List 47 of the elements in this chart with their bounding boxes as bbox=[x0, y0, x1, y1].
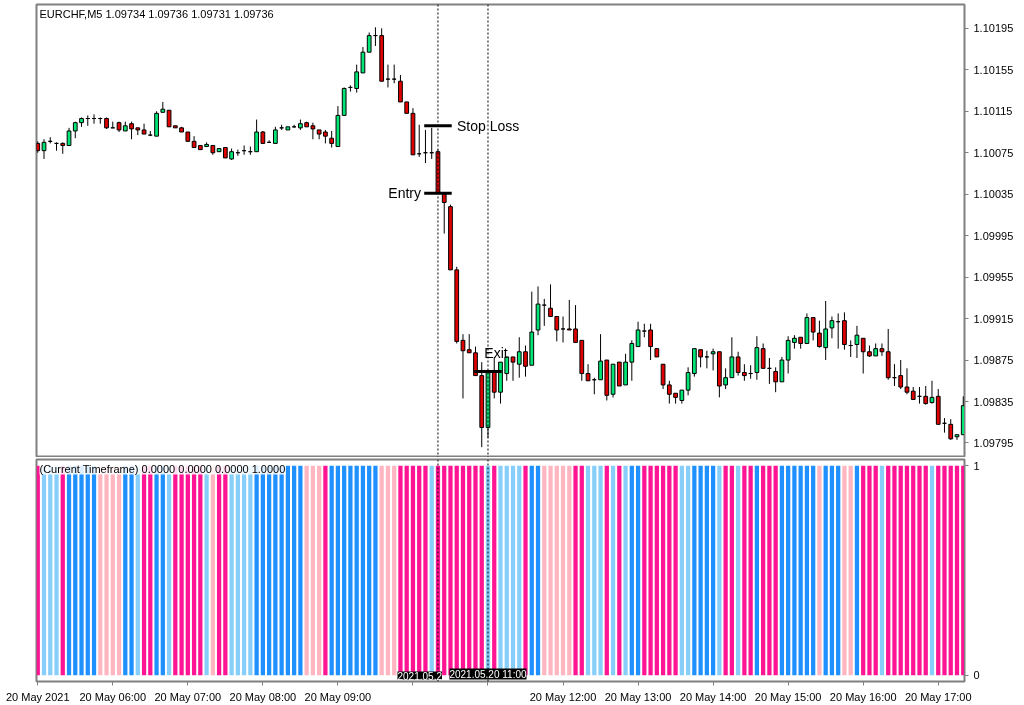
candlestick bbox=[366, 31, 372, 53]
ref-line-label: 2021.05.2 bbox=[397, 670, 443, 682]
y-tick-label: 1.10155 bbox=[973, 63, 1014, 76]
candlestick bbox=[629, 339, 635, 382]
x-tick-label: 20 May 17:00 bbox=[904, 690, 972, 703]
x-tick-label: 20 May 15:00 bbox=[754, 690, 822, 703]
x-tick-label: 20 May 14:00 bbox=[679, 690, 747, 703]
annotation: Stop Loss bbox=[456, 117, 520, 134]
candlestick bbox=[385, 64, 391, 88]
ref-line-label: 2021.05.20 11:00 bbox=[449, 668, 527, 680]
candlestick bbox=[704, 350, 710, 369]
x-tick-label: 20 May 09:00 bbox=[304, 690, 372, 703]
x-tick-label: 20 May 07:00 bbox=[154, 690, 222, 703]
candlestick bbox=[829, 316, 835, 339]
y-tick-label: 1.09875 bbox=[973, 354, 1014, 367]
y-tick-label: 1.09915 bbox=[973, 312, 1014, 325]
candlestick bbox=[560, 316, 566, 343]
y-tick-label: 1.10075 bbox=[973, 146, 1014, 159]
y-tick-label: 1 bbox=[973, 459, 980, 472]
annotation: (Current Timeframe) 0.0000 0.0000 0.0000 1.0000 bbox=[39, 462, 286, 475]
x-tick-label: 20 May 12:00 bbox=[529, 690, 597, 703]
y-tick-label: 1.10195 bbox=[973, 22, 1014, 35]
candlestick bbox=[810, 317, 816, 341]
y-tick-label: 1.09795 bbox=[973, 436, 1014, 449]
candlestick bbox=[41, 138, 47, 160]
y-tick-label: 1.09835 bbox=[973, 395, 1014, 408]
annotation: Exit bbox=[484, 345, 508, 362]
annotation: Entry bbox=[388, 185, 421, 202]
y-tick-label: 0 bbox=[973, 669, 980, 682]
candlestick bbox=[154, 110, 159, 137]
x-tick-label: 20 May 16:00 bbox=[829, 690, 897, 703]
x-tick-label: 20 May 13:00 bbox=[604, 690, 672, 703]
chart-title: EURCHF,M5 1.09734 1.09736 1.09731 1.09736 bbox=[39, 7, 274, 20]
y-tick-label: 1.09955 bbox=[973, 271, 1014, 284]
candlestick bbox=[141, 123, 147, 135]
candlestick bbox=[648, 323, 653, 361]
y-tick-label: 1.09995 bbox=[973, 229, 1014, 242]
candlestick bbox=[842, 311, 847, 351]
y-tick-label: 1.10115 bbox=[973, 105, 1013, 118]
x-tick-label: 20 May 06:00 bbox=[79, 690, 147, 703]
candlestick bbox=[391, 64, 397, 84]
x-tick-label: 20 May 08:00 bbox=[229, 690, 297, 703]
y-tick-label: 1.10035 bbox=[973, 188, 1014, 201]
candlestick bbox=[398, 74, 403, 103]
x-tick-label: 20 May 2021 bbox=[5, 690, 70, 703]
candlestick bbox=[854, 325, 860, 359]
candlestick bbox=[760, 342, 766, 369]
